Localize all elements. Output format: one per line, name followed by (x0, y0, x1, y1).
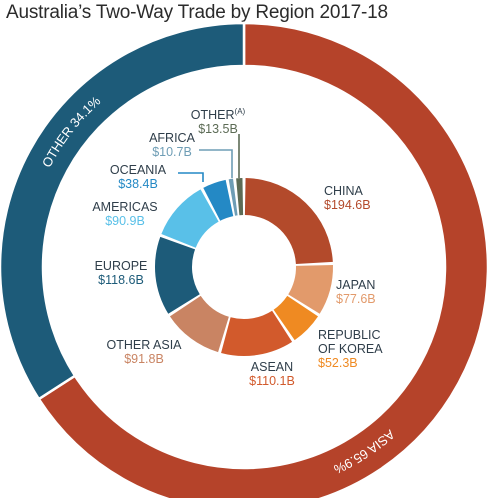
label-name-china: CHINA (324, 184, 364, 198)
outer-slice-asia (37, 21, 489, 498)
label-superscript: (a) (235, 107, 246, 116)
inner-ring (155, 178, 333, 356)
label-value-china: $194.6B (324, 198, 371, 212)
label-name-republic-of-korea: REPUBLIC (318, 328, 381, 342)
inner-slice-republic-of-korea (273, 295, 319, 341)
outer-slice-other (0, 21, 246, 401)
label-value-oceania: $38.4B (118, 177, 158, 191)
label-value-republic-of-korea: $52.3B (318, 356, 358, 370)
inner-slice-americas (161, 189, 219, 248)
label-value-other-asia: $91.8B (124, 352, 164, 366)
label-name-americas: AMERICAS (92, 200, 157, 214)
label-value-japan: $77.6B (336, 292, 376, 306)
inner-slice-oceania (203, 179, 234, 221)
label-value-africa: $10.7B (152, 145, 192, 159)
leader-lines (178, 134, 240, 182)
label-value-asean: $110.1B (249, 374, 295, 388)
label-name-republic-of-korea: OF KOREA (318, 342, 383, 356)
label-name-africa: AFRICA (149, 131, 196, 145)
label-name-japan: JAPAN (336, 278, 375, 292)
label-value-europe: $118.6B (98, 273, 144, 287)
leader-line-africa (199, 149, 233, 178)
label-name-europe: EUROPE (95, 259, 148, 273)
label-value-other: $13.5B (198, 122, 238, 136)
label-name-other-asia: OTHER ASIA (106, 338, 182, 352)
leader-line-oceania (178, 172, 204, 182)
inner-slice-other-asia (169, 295, 229, 353)
outer-ring: ASIA 65.9%OTHER 34.1% (0, 21, 489, 498)
inner-slice-europe (155, 236, 200, 314)
chart-title: Australia’s Two-Way Trade by Region 2017… (6, 2, 388, 23)
label-name-asean: ASEAN (251, 360, 293, 374)
inner-slice-japan (288, 265, 333, 314)
inner-slice-africa (228, 178, 238, 216)
label-name-other: OTHER(a) (191, 107, 246, 122)
label-value-americas: $90.9B (105, 214, 145, 228)
label-name-oceania: OCEANIA (110, 163, 167, 177)
inner-slice-china (244, 178, 333, 265)
inner-slice-other (236, 178, 244, 216)
inner-slice-asean (221, 310, 293, 356)
